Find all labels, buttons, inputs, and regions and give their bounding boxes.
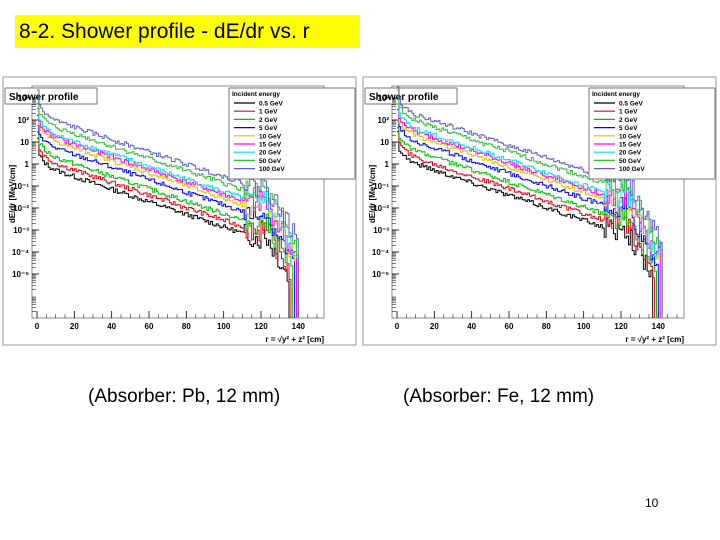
legend-entry: 15 GeV xyxy=(259,142,282,149)
series-line xyxy=(397,98,661,318)
series-line xyxy=(397,121,657,318)
chart-title-box xyxy=(364,87,458,105)
legend-entry: 2 GeV xyxy=(259,117,278,124)
legend-entry: 50 GeV xyxy=(259,158,282,165)
x-tick-label: 60 xyxy=(145,322,154,331)
legend-entry: 1 GeV xyxy=(259,109,278,116)
x-tick-label: 100 xyxy=(577,322,591,331)
series-line xyxy=(397,96,663,318)
legend-entry: 15 GeV xyxy=(619,142,642,149)
legend-entry: 100 GeV xyxy=(259,166,285,173)
x-tick-label: 0 xyxy=(35,322,40,331)
legend-entry: 2 GeV xyxy=(619,117,638,124)
y-tick-label: 10 xyxy=(380,138,389,147)
series-line xyxy=(397,89,663,318)
series-line xyxy=(37,124,294,318)
legend-entry: 5 GeV xyxy=(259,125,278,132)
x-tick-label: 140 xyxy=(652,322,666,331)
y-tick-label: 10² xyxy=(377,116,389,125)
y-tick-label: 10⁻⁵ xyxy=(372,270,389,279)
y-axis-label: dE/dr [MeV/cm] xyxy=(8,165,17,224)
x-axis-label: r = √y² + z² [cm] xyxy=(265,335,324,344)
legend-entry: 100 GeV xyxy=(619,166,645,173)
x-tick-label: 20 xyxy=(70,322,79,331)
legend-box xyxy=(588,87,716,180)
caption-pb: (Absorber: Pb, 12 mm) xyxy=(88,386,281,407)
x-tick-label: 140 xyxy=(292,322,306,331)
y-axis-label: dE/dr [MeV/cm] xyxy=(368,165,377,224)
x-axis-label: r = √y² + z² [cm] xyxy=(625,335,684,344)
x-tick-label: 20 xyxy=(430,322,439,331)
shower-profile-chart-fe: Shower profile dE/dr [MeV/cm] 10³ 10² 10 1 10⁻… xyxy=(362,76,717,346)
x-tick-label: 100 xyxy=(217,322,231,331)
y-tick-label: 10⁻¹ xyxy=(373,182,389,191)
y-tick-label: 10⁻² xyxy=(13,204,29,213)
legend-title: Incident energy xyxy=(232,91,280,98)
legend-title: Incident energy xyxy=(592,91,640,98)
legend-entry: 10 GeV xyxy=(259,133,282,140)
y-tick-label: 10² xyxy=(17,116,29,125)
series-line xyxy=(37,107,297,318)
y-tick-label: 10⁻⁵ xyxy=(12,270,29,279)
legend-entry: 20 GeV xyxy=(259,150,282,157)
legend-entry: 1 GeV xyxy=(619,109,638,116)
y-tick-label: 1 xyxy=(25,160,30,169)
chart-svg-fe: Shower profile dE/dr [MeV/cm] 10³ 10² 10 1 10⁻… xyxy=(362,76,717,346)
x-tick-label: 40 xyxy=(467,322,476,331)
page-number: 10 xyxy=(645,496,659,510)
legend-entry: 5 GeV xyxy=(619,125,638,132)
y-tick-label: 10⁻⁴ xyxy=(372,248,389,257)
shower-profile-chart-pb: Shower profile dE/dr [MeV/cm] 10³ 10² 10 1 10⁻… xyxy=(2,76,357,346)
x-tick-label: 120 xyxy=(614,322,628,331)
legend-entry: 20 GeV xyxy=(619,150,642,157)
x-tick-label: 80 xyxy=(542,322,551,331)
y-tick-label: 1 xyxy=(385,160,390,169)
y-tick-label: 10³ xyxy=(377,94,389,103)
y-tick-label: 10⁻² xyxy=(373,204,389,213)
y-tick-label: 10⁻³ xyxy=(13,226,29,235)
legend-box xyxy=(228,87,356,180)
chart-title-box xyxy=(4,87,98,105)
series-line xyxy=(397,127,656,318)
y-tick-label: 10 xyxy=(20,138,29,147)
series-line xyxy=(37,89,299,318)
chart-title: Shower profile xyxy=(9,92,79,103)
x-tick-label: 80 xyxy=(182,322,191,331)
chart-title: Shower profile xyxy=(369,92,439,103)
x-tick-label: 40 xyxy=(107,322,116,331)
x-tick-label: 60 xyxy=(505,322,514,331)
legend-entry: 10 GeV xyxy=(619,133,642,140)
y-tick-label: 10⁻⁴ xyxy=(12,248,29,257)
slide-title: 8-2. Shower profile - dE/dr vs. r xyxy=(15,15,360,48)
x-tick-label: 0 xyxy=(395,322,400,331)
caption-fe: (Absorber: Fe, 12 mm) xyxy=(403,386,595,407)
y-tick-label: 10⁻³ xyxy=(373,226,389,235)
y-tick-label: 10³ xyxy=(17,94,29,103)
legend-entry: 0.5 GeV xyxy=(619,101,644,108)
chart-svg-pb: Shower profile dE/dr [MeV/cm] 10³ 10² 10 1 10⁻… xyxy=(2,76,357,346)
series-line xyxy=(37,114,296,318)
legend-entry: 0.5 GeV xyxy=(259,101,284,108)
x-tick-label: 120 xyxy=(254,322,268,331)
y-tick-label: 10⁻¹ xyxy=(13,182,29,191)
series-line xyxy=(397,130,654,318)
legend-entry: 50 GeV xyxy=(619,158,642,165)
